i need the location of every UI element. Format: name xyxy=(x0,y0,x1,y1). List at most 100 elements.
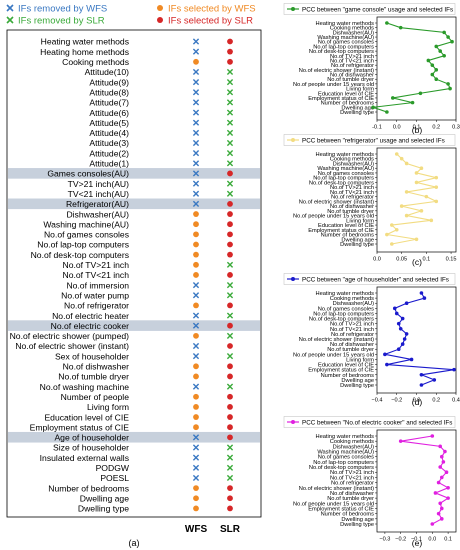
wfs-x-marker xyxy=(192,109,200,116)
data-point xyxy=(410,100,415,105)
wfs-dot-marker xyxy=(193,495,199,502)
y-tick-label: No.of tumble dryer xyxy=(327,347,374,353)
table-row: Number of bedrooms xyxy=(48,483,233,493)
data-point xyxy=(436,511,441,516)
table-row: Cooking methods xyxy=(62,57,233,67)
row-label: Living form xyxy=(87,402,129,412)
y-tick-label: No.of people under 15 years old xyxy=(293,214,374,220)
y-tick-label: No.of TV>21 inch xyxy=(330,185,374,191)
row-label: No.of TV<21 inch xyxy=(63,270,130,280)
table-row: Number of people xyxy=(61,392,233,402)
table-row: Washing machine(AU) xyxy=(43,219,233,229)
legend-label: PCC between "refrigerator" usage and sel… xyxy=(302,138,445,145)
row-label: No.of electric shower (instant) xyxy=(15,341,129,351)
row-label: Dwelling age xyxy=(80,493,129,503)
y-tick-label: Dishwasher(AU) xyxy=(333,301,375,307)
table-row: No.of desk-top computers xyxy=(31,250,233,260)
wfs-dot-marker xyxy=(193,251,199,258)
data-point xyxy=(430,434,435,438)
row-highlight xyxy=(8,168,260,179)
data-point xyxy=(433,491,438,495)
table-row: No.of washing machine xyxy=(40,382,234,392)
x-tick-label: 0.1 xyxy=(413,125,421,131)
x-tick-label: -0.1 xyxy=(372,125,382,131)
row-label: Insulated external walls xyxy=(40,453,129,463)
data-point xyxy=(399,156,404,161)
y-tick-label: No.of dishwasher xyxy=(330,204,374,210)
wfs-dot-marker xyxy=(193,231,199,238)
legend-label: IFs selected by WFS xyxy=(168,4,256,15)
y-tick-label: No.of desk-top computers xyxy=(309,180,374,186)
x-tick-label: 0.3 xyxy=(452,125,460,131)
row-label: Dishwasher(AU) xyxy=(66,209,129,219)
plot-frame xyxy=(376,16,457,121)
row-highlight xyxy=(8,431,260,443)
data-point xyxy=(438,49,443,53)
wfs-x-marker xyxy=(192,454,200,461)
y-tick-label: No.of TV>21 inch xyxy=(330,54,374,60)
y-tick-label: Washing machine(AU) xyxy=(317,450,374,456)
y-tick-label: Dishwasher(AU) xyxy=(333,30,375,36)
wfs-x-marker xyxy=(192,282,200,289)
x-tick-label: 0.0 xyxy=(413,398,421,404)
slr-x-marker xyxy=(226,261,234,268)
slr-dot-marker xyxy=(227,170,233,177)
data-point xyxy=(398,439,403,443)
data-point xyxy=(400,316,405,321)
legend-box xyxy=(283,134,456,146)
y-tick-label: Dwelling type xyxy=(340,110,374,116)
data-point xyxy=(434,185,439,189)
row-label: Attitude(5) xyxy=(89,118,129,128)
wfs-x-marker xyxy=(192,119,200,126)
data-point xyxy=(404,161,409,166)
legend-label: PCC between "age of householder" and sel… xyxy=(302,277,449,284)
table-row: Age of householder xyxy=(8,431,260,443)
slr-x-marker xyxy=(226,129,234,136)
table-row: Attitude(7) xyxy=(89,98,234,108)
table-row: No.of electric cooker xyxy=(8,320,260,331)
slr-x-marker xyxy=(226,150,234,157)
row-label: Number of bedrooms xyxy=(48,483,129,493)
y-tick-label: Dishwasher(AU) xyxy=(333,161,375,167)
slr-x-marker xyxy=(226,89,234,96)
slr-dot-marker xyxy=(227,485,233,491)
table-row: Sex of householder xyxy=(55,351,234,361)
row-label: Education level of CIE xyxy=(44,412,129,422)
row-label: POESL xyxy=(100,473,129,483)
y-tick-label: Heating water methods xyxy=(316,291,375,297)
data-point xyxy=(441,460,446,464)
row-label: Attitude(6) xyxy=(89,108,129,118)
legend-label: PCC between "No.of electric cooker" and … xyxy=(302,420,452,427)
row-label: Attitude(3) xyxy=(89,138,129,148)
legend-marker xyxy=(291,277,295,281)
row-highlight xyxy=(8,198,260,210)
y-tick-label: Dwelling age xyxy=(341,378,374,384)
slr-x-marker xyxy=(226,454,234,461)
slr-x-marker xyxy=(226,99,234,106)
legend-box xyxy=(283,273,456,285)
legend-box xyxy=(283,3,456,15)
data-point xyxy=(414,237,419,242)
slr-dot-marker xyxy=(227,48,233,55)
row-label: No.of lap-top computers xyxy=(37,240,129,250)
table-row: Attitude(5) xyxy=(89,118,234,128)
table-row: Games consoles(AU) xyxy=(8,168,260,179)
data-point xyxy=(392,306,397,311)
row-label: Attitude(8) xyxy=(89,87,129,97)
slr-x-marker xyxy=(226,282,234,289)
panel-b: PCC between "game console" usage and sel… xyxy=(283,3,460,135)
table-row: No.of electric shower (pumped) xyxy=(10,331,234,341)
data-point xyxy=(419,209,424,213)
data-point xyxy=(446,496,450,500)
x-tick-label: 0.15 xyxy=(446,257,457,263)
legend-dot-marker xyxy=(157,5,163,11)
wfs-dot-marker xyxy=(193,424,199,431)
line-legend: PCC between "age of householder" and sel… xyxy=(283,273,456,285)
x-tick-label: −0.2 xyxy=(391,398,402,404)
y-tick-label: No.of electric shower (instant) xyxy=(299,199,374,205)
row-label: Age of householder xyxy=(54,433,129,443)
legend-label: PCC between "game console" usage and sel… xyxy=(302,7,453,14)
row-label: No.of dishwasher xyxy=(63,362,130,372)
row-label: Washing machine(AU) xyxy=(43,219,129,229)
